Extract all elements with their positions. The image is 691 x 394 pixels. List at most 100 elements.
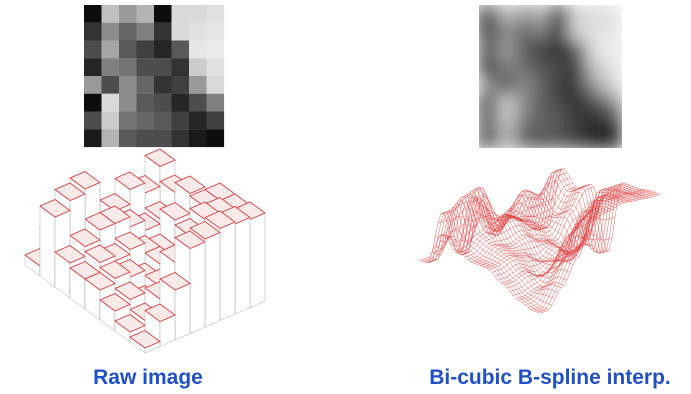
wall <box>175 284 190 341</box>
pixel <box>154 129 172 147</box>
pixel <box>102 5 120 23</box>
pixel <box>119 76 137 94</box>
pixel <box>551 23 569 41</box>
wall <box>235 218 250 315</box>
pixel <box>137 23 155 41</box>
pixel <box>189 129 207 147</box>
pixel <box>533 23 551 41</box>
pixel <box>479 23 497 41</box>
pixel <box>569 130 587 148</box>
pixel <box>207 76 225 94</box>
pixel <box>119 41 137 59</box>
pixel <box>189 112 207 130</box>
pixel <box>102 112 120 130</box>
pixel <box>189 58 207 76</box>
pixel <box>479 130 497 148</box>
pixel <box>533 95 551 113</box>
wall <box>250 213 265 308</box>
pixel <box>119 58 137 76</box>
pixel <box>119 94 137 112</box>
pixel <box>586 130 604 148</box>
pixel <box>533 41 551 59</box>
pixel <box>533 130 551 148</box>
pixel <box>604 77 622 95</box>
pixel <box>551 112 569 130</box>
wall <box>205 233 220 328</box>
pixel <box>515 130 533 148</box>
pixel <box>604 41 622 59</box>
pixel <box>172 5 190 23</box>
pixel <box>479 41 497 59</box>
pixel <box>154 58 172 76</box>
pixel <box>533 112 551 130</box>
pixel <box>207 94 225 112</box>
pixel <box>569 23 587 41</box>
mesh-line <box>486 244 606 268</box>
mesh-line <box>435 204 555 299</box>
pixel <box>497 95 515 113</box>
pixel <box>84 5 102 23</box>
pixel <box>569 95 587 113</box>
pixel <box>586 112 604 130</box>
mesh-line <box>495 217 615 276</box>
pixel <box>515 59 533 77</box>
pixel <box>189 23 207 41</box>
pixel <box>189 5 207 23</box>
pixel <box>119 5 137 23</box>
caption: Raw image <box>0 366 308 390</box>
pixel <box>586 5 604 23</box>
pixel <box>137 112 155 130</box>
pixel <box>497 5 515 23</box>
pixel <box>154 112 172 130</box>
pixel <box>207 112 225 130</box>
pixel <box>551 41 569 59</box>
pixel <box>154 94 172 112</box>
pixel <box>497 112 515 130</box>
pixel <box>515 23 533 41</box>
pixel <box>604 5 622 23</box>
pixel <box>551 59 569 77</box>
pixel <box>497 59 515 77</box>
pixel <box>515 41 533 59</box>
pixel <box>479 5 497 23</box>
pixel <box>586 23 604 41</box>
pixel <box>569 112 587 130</box>
pixel <box>84 76 102 94</box>
pixel <box>604 130 622 148</box>
pixel <box>497 23 515 41</box>
pixel <box>172 58 190 76</box>
pixel <box>137 5 155 23</box>
raw-pixel-image <box>84 5 224 147</box>
pixel <box>154 41 172 59</box>
pixel <box>569 77 587 95</box>
pixel <box>497 41 515 59</box>
mesh-line <box>441 169 561 231</box>
pixel <box>102 129 120 147</box>
pixel <box>533 59 551 77</box>
mesh-line <box>534 192 654 311</box>
pixel <box>172 76 190 94</box>
pixel <box>551 77 569 95</box>
pixel <box>137 76 155 94</box>
pixel <box>479 59 497 77</box>
pixel <box>515 95 533 113</box>
mesh-line <box>453 190 573 276</box>
pixel <box>172 112 190 130</box>
wall <box>40 206 55 287</box>
pixel <box>102 76 120 94</box>
pixel <box>137 94 155 112</box>
mesh-line <box>516 188 636 299</box>
pixel <box>207 5 225 23</box>
pixel <box>207 41 225 59</box>
mesh-line <box>498 195 618 254</box>
pixel <box>515 112 533 130</box>
pixel <box>137 129 155 147</box>
pixel <box>189 94 207 112</box>
pixel <box>119 129 137 147</box>
pixel <box>533 77 551 95</box>
mesh-line <box>426 199 546 263</box>
pixel <box>551 95 569 113</box>
pixel <box>137 58 155 76</box>
pixel <box>586 95 604 113</box>
spline-surface-plot <box>420 169 660 314</box>
